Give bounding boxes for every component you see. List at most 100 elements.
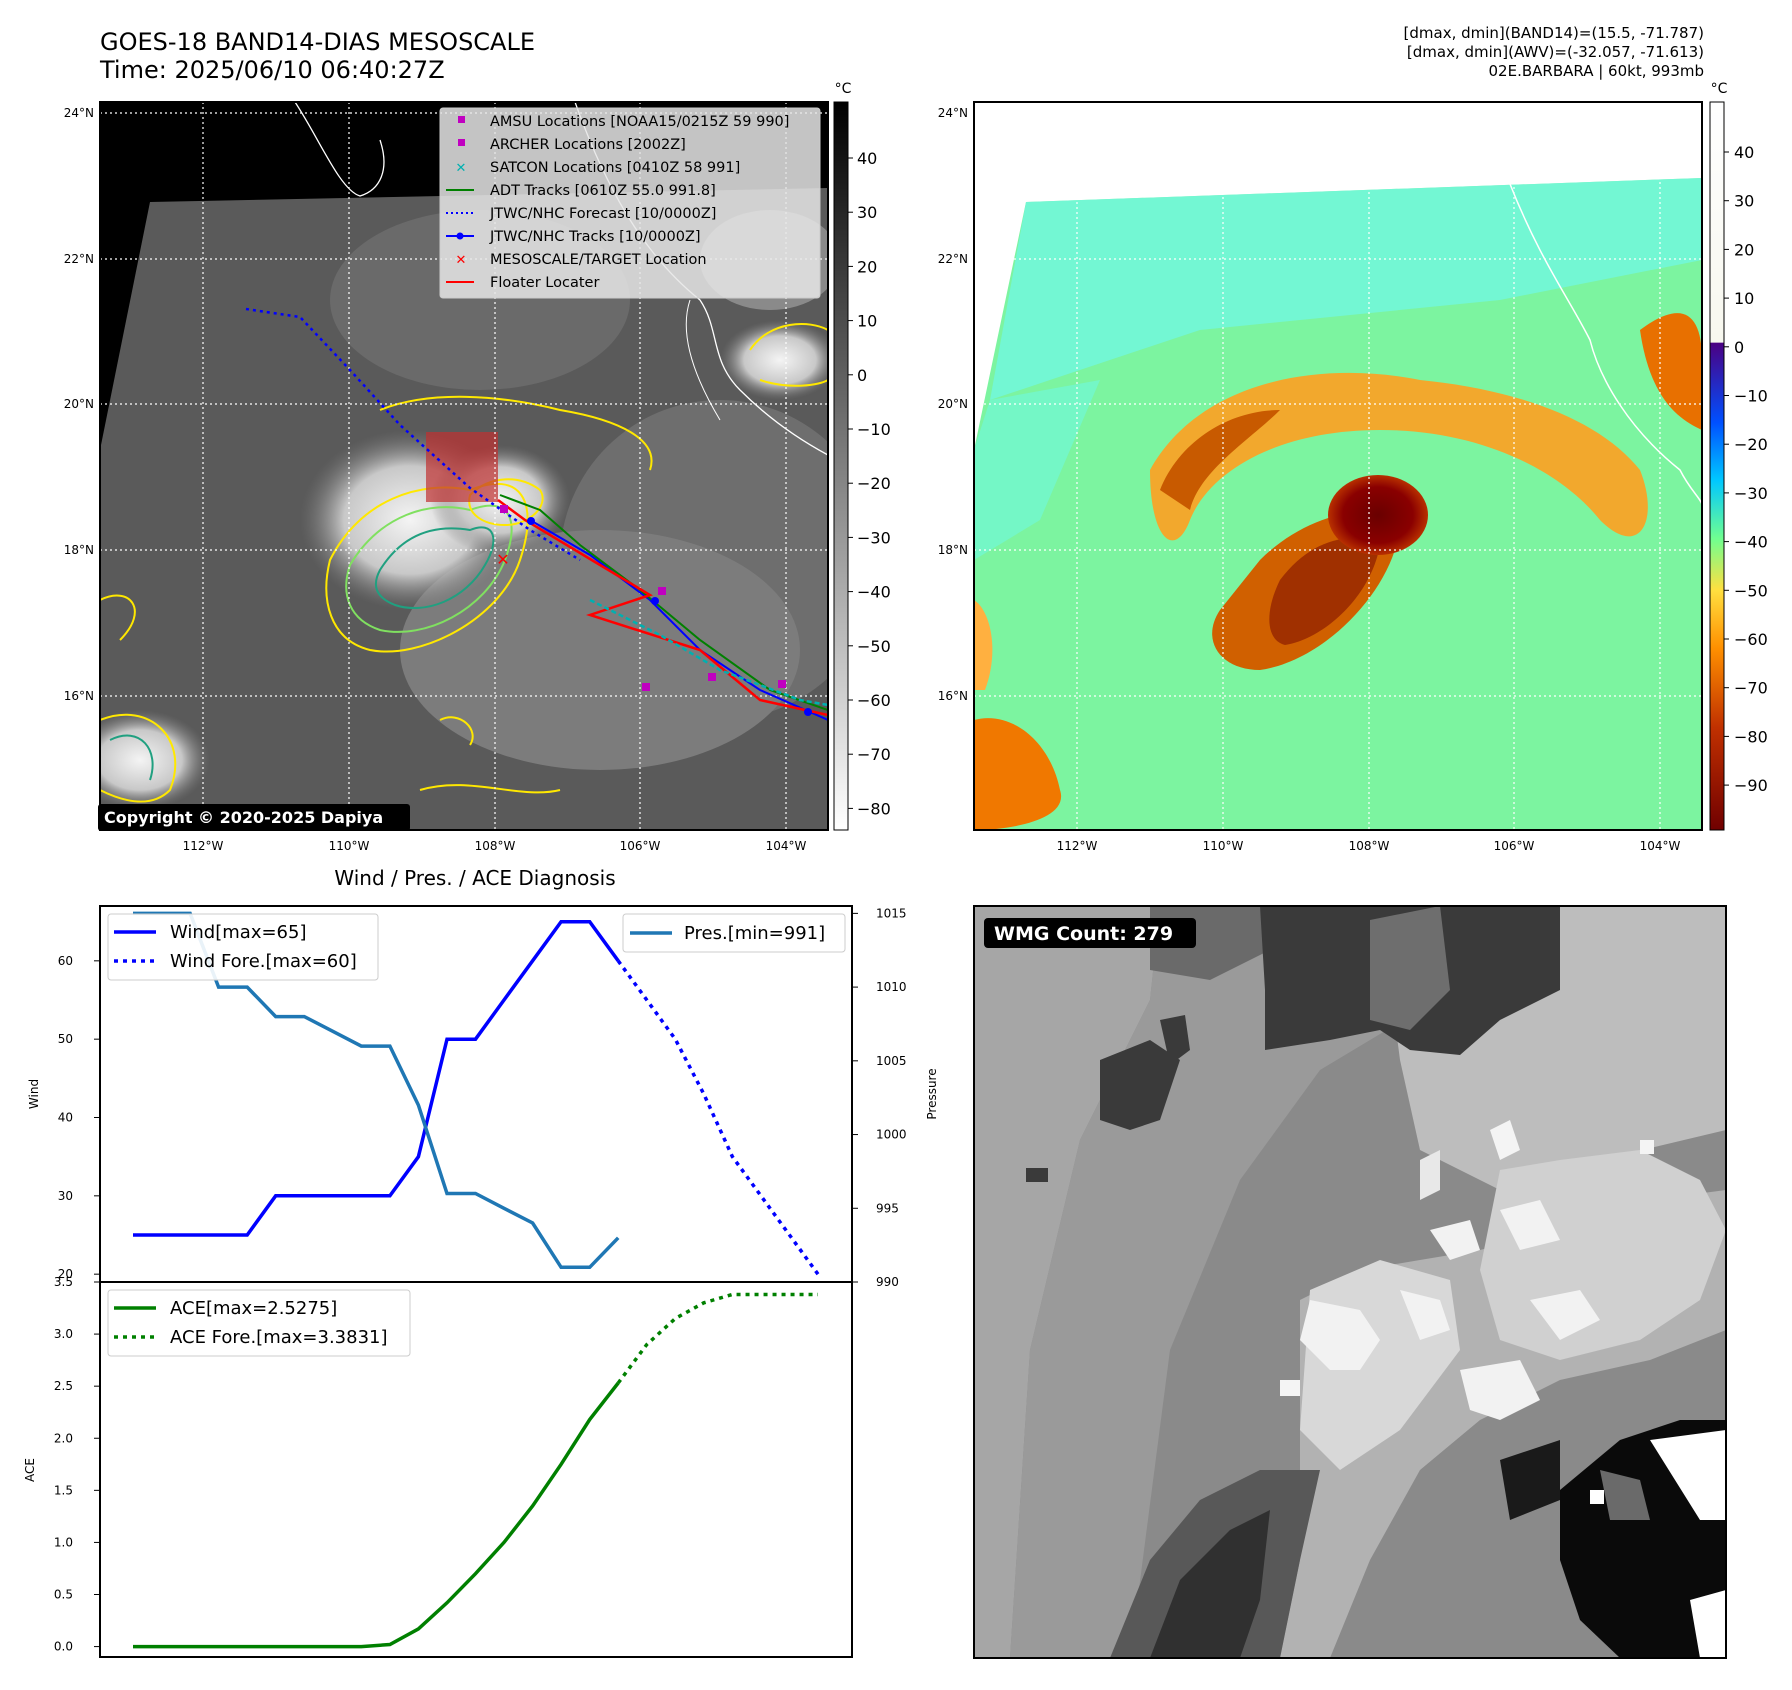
svg-text:112°W: 112°W <box>1057 839 1098 853</box>
awv-panel <box>974 102 1702 830</box>
info-storm: 02E.BARBARA | 60kt, 993mb <box>1488 62 1704 80</box>
wind-pres-series <box>133 911 820 1276</box>
ir-lon-labels: 112°W 110°W 108°W 106°W 104°W <box>183 839 807 853</box>
pressure-ytick-label: 995 <box>876 1201 899 1215</box>
awv-colorbar-tick-label: −90 <box>1734 776 1768 795</box>
svg-text:16°N: 16°N <box>64 689 94 703</box>
awv-colorbar <box>1709 101 1725 831</box>
svg-text:✕: ✕ <box>456 253 467 268</box>
ace-axis-label: ACE <box>23 1458 37 1482</box>
ir-colorbar-tick-label: −40 <box>857 583 891 602</box>
awv-colorbar-tick-label: −20 <box>1734 435 1768 454</box>
pressure-ytick-label: 990 <box>876 1275 899 1289</box>
series-ace-max-2-5275 <box>133 1381 620 1649</box>
ir-colorbar-tick-label: −30 <box>857 528 891 547</box>
series-wind-max-65 <box>133 919 620 1237</box>
awv-colorbar-ticks: 40 30 20 10 0 −10 −20 −30 −40 −50 −60 −70 −80 −90 <box>1724 143 1768 795</box>
ir-colorbar-tick-label: 40 <box>857 149 877 168</box>
pressure-ytick-label: 1010 <box>876 980 907 994</box>
legend-adt: ADT Tracks [0610Z 55.0 991.8] <box>490 183 716 199</box>
ace-ytick-label: 1.5 <box>54 1483 73 1497</box>
pressure-ytick-label: 1000 <box>876 1128 907 1142</box>
ir-colorbar-tick-label: −70 <box>857 745 891 764</box>
legend-floater: Floater Locater <box>490 275 599 291</box>
awv-colorbar-tick-label: −10 <box>1734 387 1768 406</box>
ir-colorbar-tick-label: −80 <box>857 799 891 818</box>
ace-ytick-label: 2.0 <box>54 1431 73 1445</box>
legend-jtwc-tracks: JTWC/NHC Tracks [10/0000Z] <box>489 229 701 245</box>
figure-time: Time: 2025/06/10 06:40:27Z <box>100 56 445 84</box>
awv-lon-labels: 112°W 110°W 108°W 106°W 104°W <box>1057 839 1681 853</box>
ace-ytick-label: 2.5 <box>54 1379 73 1393</box>
pressure-axis-label: Pressure <box>925 1068 939 1119</box>
svg-text:24°N: 24°N <box>64 106 94 120</box>
pressure-yticks: 990 995 1000 1005 1010 1015 <box>852 906 907 1289</box>
awv-colorbar-tick-label: 0 <box>1734 338 1744 357</box>
legend-ace-forecast: ACE Fore.[max=3.3831] <box>170 1327 388 1348</box>
floater-track <box>497 498 828 717</box>
legend-target: MESOSCALE/TARGET Location <box>490 252 707 268</box>
jtwc-track <box>529 519 828 721</box>
awv-colorbar-tick-label: −50 <box>1734 581 1768 600</box>
legend-wind: Wind[max=65] <box>170 922 307 943</box>
awv-colorbar-tick-label: −40 <box>1734 533 1768 552</box>
svg-text:✕: ✕ <box>456 161 467 176</box>
awv-colorbar-tick-label: −30 <box>1734 484 1768 503</box>
track-legend: AMSU Locations [NOAA15/0215Z 59 990] ARC… <box>439 107 821 299</box>
legend-archer: ARCHER Locations [2002Z] <box>490 137 686 153</box>
info-awv: [dmax, dmin](AWV)=(-32.057, -71.613) <box>1406 43 1704 61</box>
awv-colorbar-tick-label: 10 <box>1734 289 1754 308</box>
awv-colorbar-tick-label: −70 <box>1734 679 1768 698</box>
pressure-ytick-label: 1005 <box>876 1054 907 1068</box>
awv-colorbar-tick-label: −80 <box>1734 727 1768 746</box>
wind-legend: Wind[max=65] Wind Fore.[max=60] <box>107 913 379 981</box>
legend-amsu: AMSU Locations [NOAA15/0215Z 59 990] <box>490 114 789 130</box>
wind-ytick-label: 60 <box>58 954 73 968</box>
ir-colorbar-unit: °C <box>835 81 852 97</box>
svg-text:16°N: 16°N <box>938 689 968 703</box>
svg-text:104°W: 104°W <box>1640 839 1681 853</box>
target-marker: ✕ <box>496 550 509 569</box>
ir-colorbar-tick-label: −20 <box>857 474 891 493</box>
wind-ytick-label: 40 <box>58 1111 73 1125</box>
ir-colorbar-tick-label: 30 <box>857 203 877 222</box>
pressure-legend: Pres.[min=991] <box>622 913 846 953</box>
wind-axis-label: Wind <box>27 1079 41 1109</box>
awv-colorbar-tick-label: 20 <box>1734 240 1754 259</box>
ace-ytick-label: 1.0 <box>54 1535 73 1549</box>
diagnosis-title: Wind / Pres. / ACE Diagnosis <box>334 866 615 890</box>
awv-colorbar-tick-label: 40 <box>1734 143 1754 162</box>
figure-title: GOES-18 BAND14-DIAS MESOSCALE <box>100 28 536 56</box>
wind-yticks: 20 30 40 50 60 <box>58 954 100 1281</box>
ir-colorbar-tick-label: −60 <box>857 691 891 710</box>
ir-colorbar-tick-label: −50 <box>857 637 891 656</box>
svg-text:106°W: 106°W <box>620 839 661 853</box>
ir-colorbar-tick-label: 10 <box>857 312 877 331</box>
wmg-panel <box>974 906 1726 1658</box>
ace-ytick-label: 0.0 <box>54 1640 73 1654</box>
svg-text:18°N: 18°N <box>64 543 94 557</box>
svg-text:24°N: 24°N <box>938 106 968 120</box>
series-ace-fore-max-3-3831 <box>616 1292 818 1385</box>
legend-pressure: Pres.[min=991] <box>684 923 825 944</box>
svg-text:22°N: 22°N <box>64 252 94 266</box>
ir-colorbar-tick-label: 0 <box>857 366 867 385</box>
svg-text:110°W: 110°W <box>329 839 370 853</box>
svg-text:108°W: 108°W <box>1349 839 1390 853</box>
info-band14: [dmax, dmin](BAND14)=(15.5, -71.787) <box>1403 24 1704 42</box>
ace-ytick-label: 3.5 <box>54 1275 73 1289</box>
ace-yticks: 0.0 0.5 1.0 1.5 2.0 2.5 3.0 3.5 <box>54 1275 100 1654</box>
ir-lat-labels: 24°N 22°N 20°N 18°N 16°N <box>64 106 94 703</box>
legend-jtwc-forecast: JTWC/NHC Forecast [10/0000Z] <box>489 206 716 222</box>
svg-text:110°W: 110°W <box>1203 839 1244 853</box>
ace-ytick-label: 0.5 <box>54 1588 73 1602</box>
legend-wind-forecast: Wind Fore.[max=60] <box>170 951 357 972</box>
wmg-count-label: WMG Count: 279 <box>994 923 1173 945</box>
series-pres-min-991 <box>133 911 620 1270</box>
svg-text:104°W: 104°W <box>766 839 807 853</box>
satcon-track <box>589 598 828 707</box>
legend-satcon: SATCON Locations [0410Z 58 991] <box>490 160 740 176</box>
ir-colorbar-tick-label: −10 <box>857 420 891 439</box>
wind-ytick-label: 30 <box>58 1189 73 1203</box>
